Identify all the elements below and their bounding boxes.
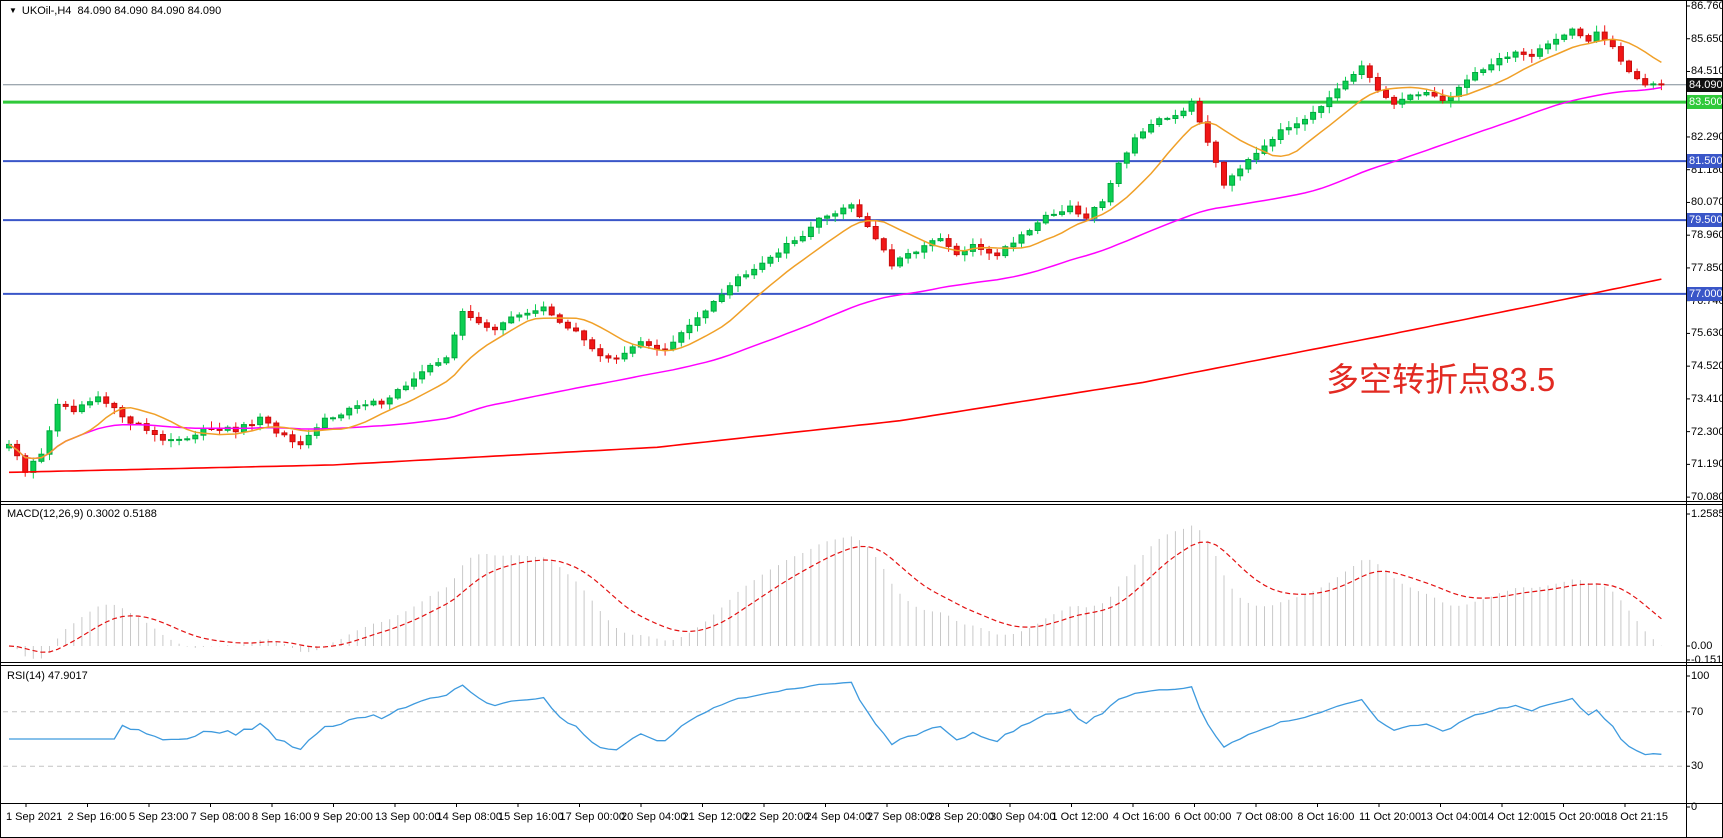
time-tick-label: 4 Oct 16:00 <box>1113 811 1170 823</box>
rsi-axis-label: 0 <box>1691 801 1698 813</box>
price-tick-label: 80.070 <box>1691 196 1723 209</box>
time-tick-label: 30 Sep 04:00 <box>990 811 1056 823</box>
time-tick-label: 7 Sep 08:00 <box>190 811 250 823</box>
price-tick-label: 84.510 <box>1691 65 1723 78</box>
hline-price-label: 81.500 <box>1687 154 1723 169</box>
time-tick-label: 6 Oct 00:00 <box>1174 811 1232 823</box>
time-tick-label: 8 Oct 16:00 <box>1297 811 1355 823</box>
rsi-line <box>9 681 1662 756</box>
macd-axis-label: -0.1516 <box>1691 654 1723 666</box>
price-tick-label: 77.850 <box>1691 261 1723 274</box>
time-tick-label: 15 Sep 16:00 <box>498 811 564 823</box>
time-tick-label: 27 Sep 08:00 <box>867 811 933 823</box>
chart-dropdown-icon[interactable]: ▼ <box>9 6 17 15</box>
price-tick-label: 71.190 <box>1691 458 1723 471</box>
macd-histogram <box>16 525 1662 659</box>
time-tick-label: 17 Sep 00:00 <box>559 811 625 823</box>
rsi-axis-label: 30 <box>1691 760 1704 773</box>
rsi-axis-label: 70 <box>1691 705 1704 718</box>
time-tick-label: 21 Sep 12:00 <box>682 811 748 823</box>
time-tick-label: 5 Sep 23:00 <box>129 811 189 823</box>
time-tick-label: 24 Sep 04:00 <box>805 811 871 823</box>
macd-indicator-label: MACD(12,26,9) 0.3002 0.5188 <box>7 508 157 520</box>
time-tick-label: 1 Oct 12:00 <box>1051 811 1109 823</box>
macd-signal-line <box>8 541 1662 653</box>
rsi-indicator-label: RSI(14) 47.9017 <box>7 670 88 682</box>
rsi-axis-label: 100 <box>1691 670 1710 682</box>
hline-price-label: 79.500 <box>1687 213 1723 228</box>
price-tick-label: 78.960 <box>1691 229 1723 242</box>
time-tick-label: 18 Oct 21:15 <box>1605 811 1668 823</box>
time-tick-label: 8 Sep 16:00 <box>252 811 312 823</box>
price-tick-label: 73.410 <box>1691 392 1723 405</box>
price-tick-label: 75.630 <box>1691 327 1723 340</box>
time-tick-label: 9 Sep 20:00 <box>313 811 373 823</box>
time-tick-label: 14 Sep 08:00 <box>436 811 502 823</box>
time-tick-label: 15 Oct 20:00 <box>1543 811 1607 823</box>
ma-slow-line <box>8 278 1662 474</box>
price-tick-label: 86.760 <box>1691 0 1723 12</box>
chart-text-annotation[interactable]: 多空转折点83.5 <box>1326 361 1556 398</box>
time-tick-label: 2 Sep 16:00 <box>67 811 127 823</box>
hline-price-label: 83.500 <box>1687 95 1723 110</box>
price-tick-label: 74.520 <box>1691 360 1723 373</box>
time-tick-label: 20 Sep 04:00 <box>621 811 687 823</box>
price-tick-label: 85.650 <box>1691 32 1723 45</box>
symbol-ohlc-text: UKOil-,H4 84.090 84.090 84.090 84.090 <box>21 5 222 17</box>
hline-price-label: 77.000 <box>1687 286 1723 301</box>
price-tick-label: 82.290 <box>1691 130 1723 143</box>
symbol-title: ▼ UKOil-,H4 84.090 84.090 84.090 84.090 <box>9 5 221 17</box>
current-price-label: 84.090 <box>1687 77 1723 92</box>
time-tick-label: 14 Oct 12:00 <box>1482 811 1545 823</box>
time-tick-label: 13 Oct 04:00 <box>1420 811 1484 823</box>
macd-axis-label: 0.00 <box>1691 640 1713 652</box>
time-tick-label: 11 Oct 20:00 <box>1359 811 1422 823</box>
ma-fast-line <box>8 38 1662 460</box>
ma-mid-line <box>8 86 1662 460</box>
price-tick-label: 70.080 <box>1691 491 1723 504</box>
price-tick-label: 72.300 <box>1691 425 1723 438</box>
time-tick-label: 22 Sep 20:00 <box>744 811 810 823</box>
time-tick-label: 7 Oct 08:00 <box>1236 811 1293 823</box>
time-tick-label: 28 Sep 20:00 <box>928 811 994 823</box>
time-tick-label: 13 Sep 00:00 <box>375 811 441 823</box>
candlestick-series <box>6 25 1665 479</box>
macd-axis-label: 1.2585 <box>1691 508 1723 520</box>
time-tick-label: 1 Sep 2021 <box>6 811 63 823</box>
